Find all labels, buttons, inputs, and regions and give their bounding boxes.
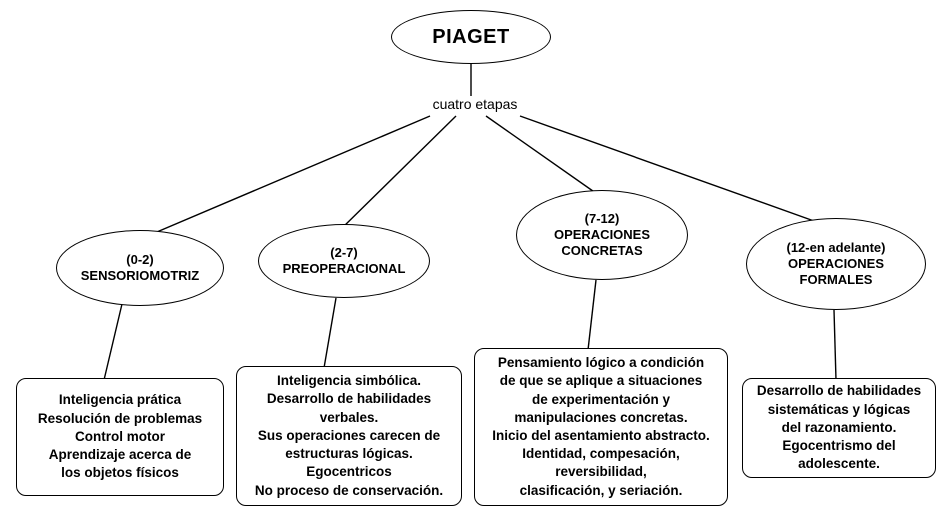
stage-desc-0-line-0: Inteligencia prática — [59, 391, 181, 409]
stage-desc-1-line-3: estructuras lógicas. — [285, 445, 413, 463]
stage-desc-1-line-5: No proceso de conservación. — [255, 482, 443, 500]
stage-desc-1: Inteligencia simbólica.Desarrollo de hab… — [236, 366, 462, 506]
stage-age-1: (2-7) — [330, 245, 357, 261]
root-node: PIAGET — [391, 10, 551, 64]
stage-desc-1-line-4: Egocentricos — [306, 463, 392, 481]
stage-name-0: SENSORIOMOTRIZ — [81, 268, 199, 284]
stage-desc-3: Desarrollo de habilidadessistemáticas y … — [742, 378, 936, 478]
stage-desc-2-line-5: Identidad, compesación, reversibilidad, — [485, 445, 717, 481]
stage-desc-1-line-1: Desarrollo de habilidades verbales. — [247, 390, 451, 426]
stage-name-3-line-0: OPERACIONES — [788, 256, 884, 272]
stage-desc-2-line-4: Inicio del asentamiento abstracto. — [492, 427, 710, 445]
stage-name-1: PREOPERACIONAL — [283, 261, 406, 277]
stage-desc-2-line-3: manipulaciones concretas. — [514, 409, 687, 427]
stage-desc-2: Pensamiento lógico a condiciónde que se … — [474, 348, 728, 506]
subtitle-text: cuatro etapas — [420, 96, 530, 116]
stage-desc-0-line-4: los objetos físicos — [61, 464, 179, 482]
stage-name-3-line-1: FORMALES — [800, 272, 873, 288]
stage-desc-2-line-0: Pensamiento lógico a condición — [498, 354, 704, 372]
stage-desc-2-line-1: de que se aplique a situaciones — [500, 372, 703, 390]
root-label: PIAGET — [432, 25, 509, 50]
stage-desc-1-line-2: Sus operaciones carecen de — [258, 427, 440, 445]
stage-desc-1-line-0: Inteligencia simbólica. — [277, 372, 421, 390]
stage-node-2: (7-12)OPERACIONESCONCRETAS — [516, 190, 688, 280]
stage-desc-2-line-2: de experimentación y — [532, 391, 670, 409]
stage-age-0: (0-2) — [126, 252, 153, 268]
stage-node-3: (12-en adelante)OPERACIONESFORMALES — [746, 218, 926, 310]
stage-node-0: (0-2)SENSORIOMOTRIZ — [56, 230, 224, 306]
stage-desc-3-line-2: del razonamiento. — [782, 419, 897, 437]
stage-desc-0-line-3: Aprendizaje acerca de — [49, 446, 192, 464]
stage-desc-3-line-1: sistemáticas y lógicas — [768, 401, 911, 419]
stage-name-2-line-1: CONCRETAS — [561, 243, 642, 259]
stage-age-2: (7-12) — [585, 211, 620, 227]
stage-desc-0: Inteligencia práticaResolución de proble… — [16, 378, 224, 496]
stage-desc-2-line-6: clasificación, y seriación. — [520, 482, 683, 500]
stage-desc-3-line-0: Desarrollo de habilidades — [757, 382, 921, 400]
stage-node-1: (2-7)PREOPERACIONAL — [258, 224, 430, 298]
stage-name-2-line-0: OPERACIONES — [554, 227, 650, 243]
stage-desc-3-line-3: Egocentrismo del adolescente. — [753, 437, 925, 473]
subtitle-label: cuatro etapas — [433, 96, 518, 112]
stage-desc-0-line-1: Resolución de problemas — [38, 410, 202, 428]
stage-age-3: (12-en adelante) — [787, 240, 886, 256]
stage-desc-0-line-2: Control motor — [75, 428, 165, 446]
